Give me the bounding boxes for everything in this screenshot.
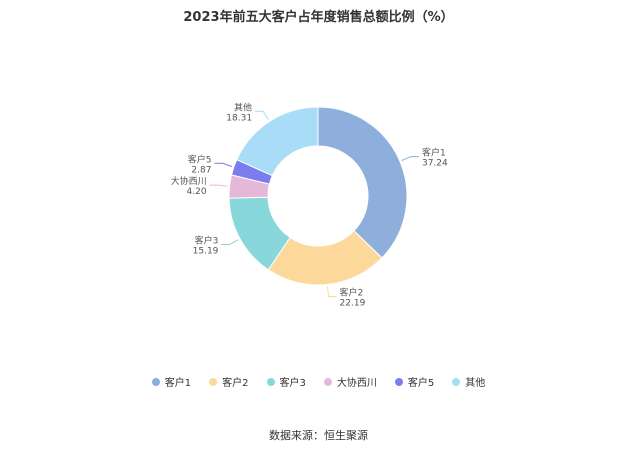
slice-value-3: 4.20 [187, 187, 207, 197]
legend-marker-icon [323, 377, 332, 386]
slice-value-5: 18.31 [226, 113, 252, 123]
legend-marker-icon [394, 377, 403, 386]
slice-label-0: 客户1 [422, 147, 446, 159]
slice-label-2: 客户3 [195, 235, 219, 247]
legend-label: 客户2 [222, 378, 249, 389]
leader-line-4 [214, 162, 233, 167]
chart-title: 2023年前五大客户占年度销售总额比例（%） [183, 10, 454, 25]
leader-line-5 [255, 110, 269, 120]
legend-marker-icon [209, 377, 218, 386]
legend-label: 客户3 [279, 378, 306, 389]
legend-label: 大协西川 [336, 378, 377, 389]
legend-item-1[interactable]: 客户2 [209, 374, 249, 389]
legend-label: 客户1 [164, 378, 192, 389]
slice-label-1: 客户2 [340, 286, 364, 298]
slice-5 [236, 106, 319, 177]
slice-0 [317, 106, 408, 259]
leader-line-1 [327, 286, 337, 297]
slice-value-2: 15.19 [193, 247, 219, 257]
leader-line-0 [401, 156, 419, 161]
legend-item-5[interactable]: 其他 [452, 374, 485, 389]
legend-item-2[interactable]: 客户3 [266, 374, 306, 389]
legend-marker-icon [151, 377, 160, 386]
leader-line-2 [221, 239, 239, 246]
slice-label-3: 大协西川 [171, 175, 207, 187]
data-source: 数据来源：恒生聚源 [269, 429, 368, 442]
slice-value-0: 37.24 [422, 159, 448, 169]
legend-marker-icon [266, 377, 275, 386]
slice-value-1: 22.19 [340, 298, 366, 308]
slice-label-5: 其他 [234, 101, 252, 113]
slice-label-4: 客户5 [188, 153, 212, 165]
legend-label: 其他 [465, 378, 486, 389]
leader-line-3 [209, 184, 228, 187]
legend-item-3[interactable]: 大协西川 [323, 374, 377, 389]
legend-item-0[interactable]: 客户1 [151, 374, 192, 389]
chart-legend: 客户1 客户2 客户3 大协西川 客户5 其他 [0, 374, 637, 389]
legend-item-4[interactable]: 客户5 [394, 374, 435, 389]
legend-marker-icon [452, 377, 461, 386]
legend-label: 客户5 [407, 378, 435, 389]
slice-value-4: 2.87 [191, 165, 211, 175]
